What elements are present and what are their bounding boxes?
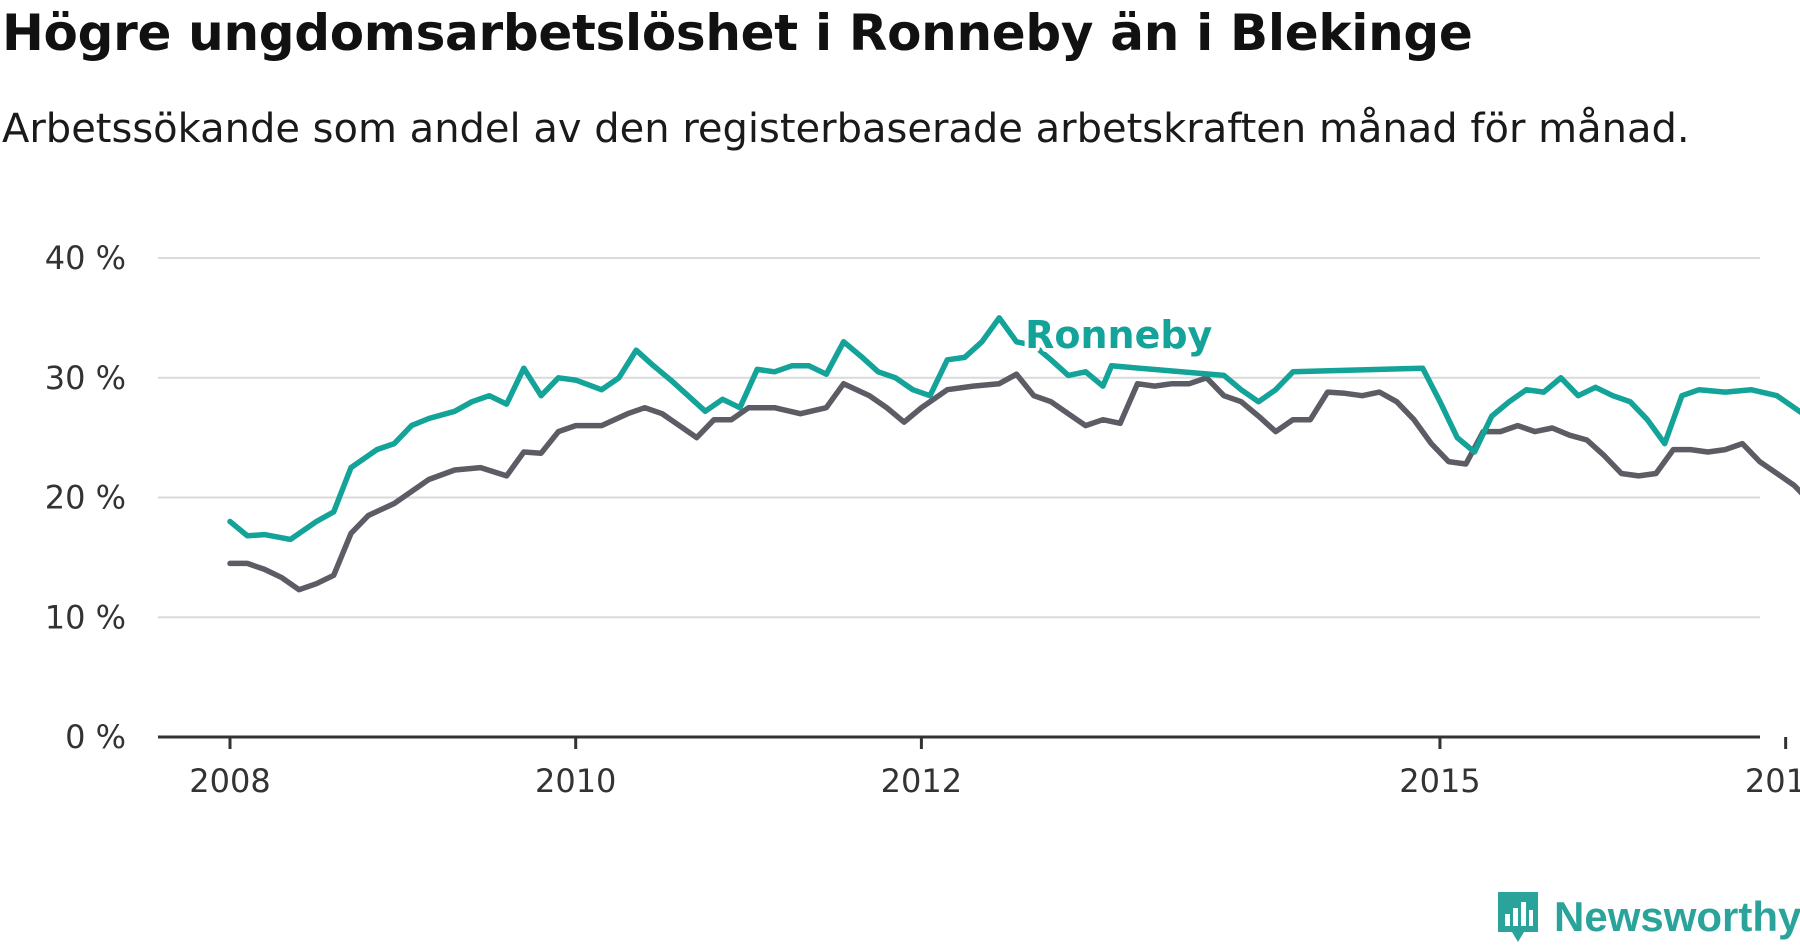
brand-logo[interactable]: Newsworthy bbox=[1494, 888, 1800, 946]
label-layer: Ronneby12,7 %Blekinge10,2 % bbox=[1021, 309, 1216, 361]
y-tick-label: 20 % bbox=[45, 479, 126, 517]
x-tick-label: 2008 bbox=[189, 762, 270, 800]
x-tick-label: 2017 bbox=[1745, 762, 1800, 800]
x-tick-label: 2010 bbox=[535, 762, 616, 800]
x-tick-label: 2015 bbox=[1399, 762, 1480, 800]
chart-title: Högre ungdomsarbetslöshet i Ronneby än i… bbox=[2, 4, 1473, 62]
y-tick-label: 0 % bbox=[65, 718, 126, 756]
grid-layer bbox=[158, 257, 1760, 619]
axis-layer: 0 %10 %20 %30 %40 %200820102012201520172… bbox=[45, 239, 1800, 800]
x-tick-label: 2012 bbox=[881, 762, 962, 800]
series-label-ronneby: Ronneby bbox=[1025, 313, 1212, 357]
y-tick-label: 30 % bbox=[45, 359, 126, 397]
y-tick-label: 10 % bbox=[45, 598, 126, 636]
series-line-ronneby bbox=[227, 315, 1800, 543]
chart-subtitle: Arbetssökande som andel av den registerb… bbox=[2, 106, 1690, 152]
y-tick-label: 40 % bbox=[45, 239, 126, 277]
series-layer bbox=[227, 315, 1800, 593]
series-line-blekinge bbox=[227, 371, 1800, 593]
newsworthy-logo-icon bbox=[1498, 892, 1538, 942]
brand-name: Newsworthy bbox=[1554, 893, 1800, 940]
